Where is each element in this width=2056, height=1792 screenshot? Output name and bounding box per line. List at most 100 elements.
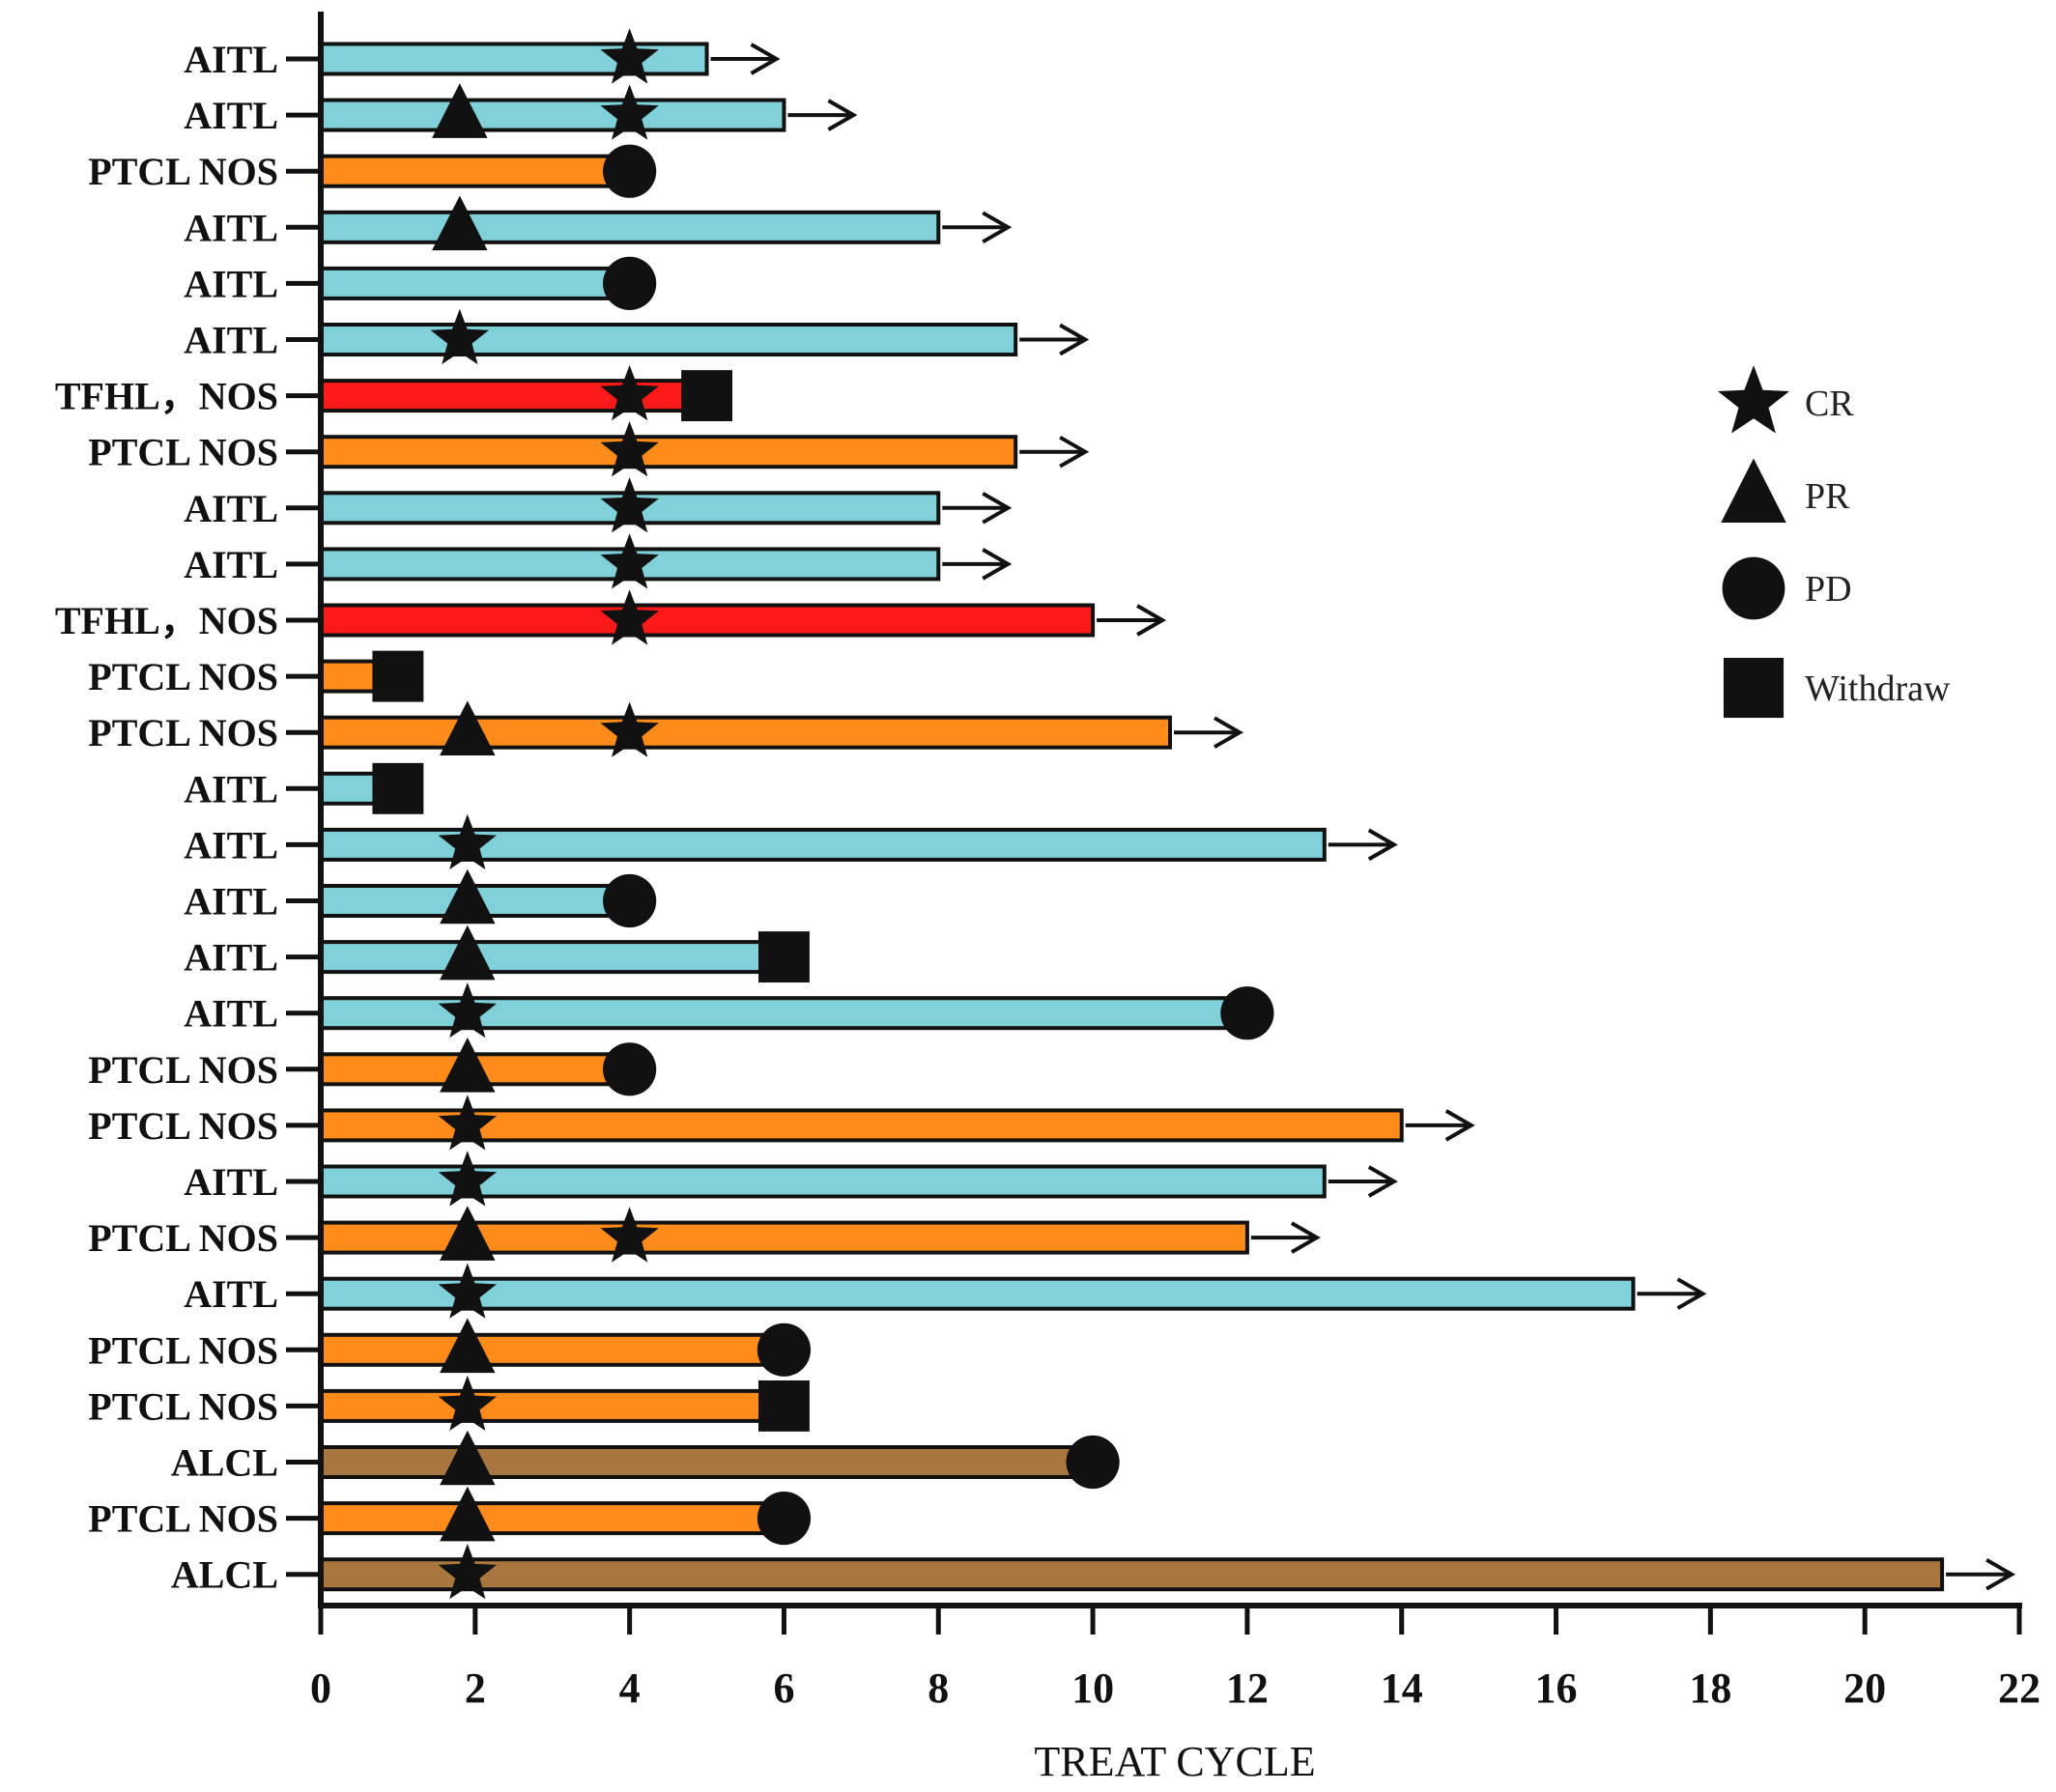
legend-marker-pr bbox=[1721, 458, 1786, 523]
bar-0 bbox=[319, 42, 709, 76]
x-tick-label-2: 4 bbox=[619, 1664, 641, 1712]
y-label-19: PTCL NOS bbox=[88, 1104, 278, 1148]
legend-label-pr: PR bbox=[1805, 476, 1850, 517]
y-label-7: PTCL NOS bbox=[88, 431, 278, 474]
ongoing-arrowhead-9 bbox=[982, 548, 1013, 581]
legend-label-withdraw: Withdraw bbox=[1805, 668, 1951, 709]
x-ticks: 0 2 4 6 8 10 12 14 16 18 20 22 bbox=[310, 1664, 2041, 1712]
ongoing-arrowhead-0 bbox=[750, 43, 781, 75]
x-tick-label-6: 12 bbox=[1226, 1664, 1269, 1712]
x-tick-label-10: 20 bbox=[1843, 1664, 1886, 1712]
bar-4 bbox=[319, 266, 632, 300]
y-label-6: TFHL，NOS bbox=[55, 375, 278, 418]
event-star-22-0 bbox=[438, 1263, 497, 1319]
y-label-15: AITL bbox=[184, 880, 278, 924]
event-star-1-1 bbox=[600, 84, 659, 140]
event-circle-26-1 bbox=[757, 1492, 812, 1546]
y-label-9: AITL bbox=[184, 543, 278, 586]
event-star-21-1 bbox=[600, 1207, 659, 1263]
legend-marker-pd bbox=[1722, 556, 1785, 620]
ongoing-arrowhead-27 bbox=[1985, 1557, 2016, 1591]
y-label-18: PTCL NOS bbox=[88, 1048, 278, 1092]
event-star-9-0 bbox=[600, 533, 659, 589]
y-labels: AITL AITL PTCL NOS AITL AITL AITL TFHL，NOS PTCL… bbox=[55, 38, 278, 1597]
event-square-24-1 bbox=[758, 1380, 810, 1432]
y-label-13: AITL bbox=[184, 767, 278, 811]
x-tick-label-11: 22 bbox=[1998, 1664, 2041, 1712]
event-triangle-18-0 bbox=[440, 1038, 496, 1093]
y-label-14: AITL bbox=[184, 823, 278, 867]
bar-1 bbox=[319, 98, 786, 132]
y-label-25: ALCL bbox=[171, 1441, 278, 1485]
event-star-6-0 bbox=[600, 364, 659, 421]
event-star-5-0 bbox=[430, 308, 489, 365]
event-triangle-15-0 bbox=[440, 868, 496, 924]
y-label-0: AITL bbox=[184, 38, 278, 81]
legend-marker-cr bbox=[1718, 365, 1789, 434]
ongoing-arrowhead-1 bbox=[827, 99, 858, 131]
x-tick-label-1: 2 bbox=[465, 1664, 486, 1712]
bar-24 bbox=[319, 1388, 786, 1423]
x-tick-label-4: 8 bbox=[928, 1664, 949, 1712]
y-label-4: AITL bbox=[184, 262, 278, 305]
bar-6 bbox=[319, 379, 709, 413]
event-star-19-0 bbox=[438, 1095, 497, 1151]
bar-25 bbox=[319, 1445, 1096, 1479]
bar-27 bbox=[319, 1557, 1945, 1592]
event-star-8-0 bbox=[600, 477, 659, 533]
event-circle-4-0 bbox=[603, 256, 657, 310]
ongoing-arrowhead-20 bbox=[1367, 1165, 1398, 1198]
event-star-0-0 bbox=[600, 28, 659, 84]
x-tick-label-5: 10 bbox=[1071, 1664, 1114, 1712]
y-label-26: PTCL NOS bbox=[88, 1497, 278, 1541]
x-tick-label-9: 18 bbox=[1689, 1664, 1731, 1712]
y-label-24: PTCL NOS bbox=[88, 1384, 278, 1428]
axes-layer bbox=[286, 12, 2022, 1635]
ongoing-arrowhead-21 bbox=[1290, 1221, 1321, 1254]
legend-label-cr: CR bbox=[1805, 384, 1854, 424]
y-label-3: AITL bbox=[184, 206, 278, 249]
event-star-24-0 bbox=[438, 1375, 497, 1431]
event-triangle-25-0 bbox=[440, 1430, 496, 1486]
bars-layer bbox=[319, 42, 1945, 1592]
event-circle-2-0 bbox=[603, 144, 657, 198]
event-star-12-1 bbox=[600, 701, 659, 757]
x-tick-label-8: 16 bbox=[1535, 1664, 1578, 1712]
event-star-27-0 bbox=[438, 1544, 497, 1600]
event-triangle-12-0 bbox=[440, 700, 496, 756]
y-label-22: AITL bbox=[184, 1272, 278, 1316]
event-circle-25-1 bbox=[1066, 1435, 1120, 1490]
ongoing-arrowhead-12 bbox=[1214, 716, 1244, 749]
event-triangle-3-0 bbox=[432, 195, 488, 251]
bar-7 bbox=[319, 435, 1018, 469]
legend: CR PR PD Withdraw bbox=[1718, 365, 1951, 719]
event-triangle-1-0 bbox=[432, 83, 488, 138]
y-label-10: TFHL，NOS bbox=[55, 599, 278, 642]
event-star-14-0 bbox=[438, 813, 497, 869]
legend-label-pd: PD bbox=[1805, 569, 1852, 610]
bar-26 bbox=[319, 1501, 786, 1536]
ongoing-arrowhead-3 bbox=[982, 211, 1013, 244]
bar-20 bbox=[319, 1164, 1327, 1199]
event-star-10-0 bbox=[600, 589, 659, 645]
y-label-21: PTCL NOS bbox=[88, 1216, 278, 1260]
bar-23 bbox=[319, 1332, 786, 1367]
x-tick-label-7: 14 bbox=[1381, 1664, 1423, 1712]
ongoing-arrowhead-19 bbox=[1444, 1109, 1475, 1142]
bar-22 bbox=[319, 1276, 1636, 1311]
event-star-17-0 bbox=[438, 982, 497, 1038]
event-circle-23-1 bbox=[757, 1323, 812, 1377]
y-label-2: PTCL NOS bbox=[88, 150, 278, 193]
ongoing-arrowhead-14 bbox=[1367, 828, 1398, 862]
event-triangle-16-0 bbox=[440, 924, 496, 981]
y-label-17: AITL bbox=[184, 992, 278, 1036]
bar-10 bbox=[319, 603, 1096, 638]
y-label-23: PTCL NOS bbox=[88, 1328, 278, 1372]
event-circle-17-1 bbox=[1220, 986, 1274, 1040]
ongoing-arrowhead-10 bbox=[1136, 604, 1167, 637]
y-label-11: PTCL NOS bbox=[88, 655, 278, 698]
bar-16 bbox=[319, 940, 786, 975]
y-label-8: AITL bbox=[184, 487, 278, 530]
event-star-7-0 bbox=[600, 421, 659, 477]
